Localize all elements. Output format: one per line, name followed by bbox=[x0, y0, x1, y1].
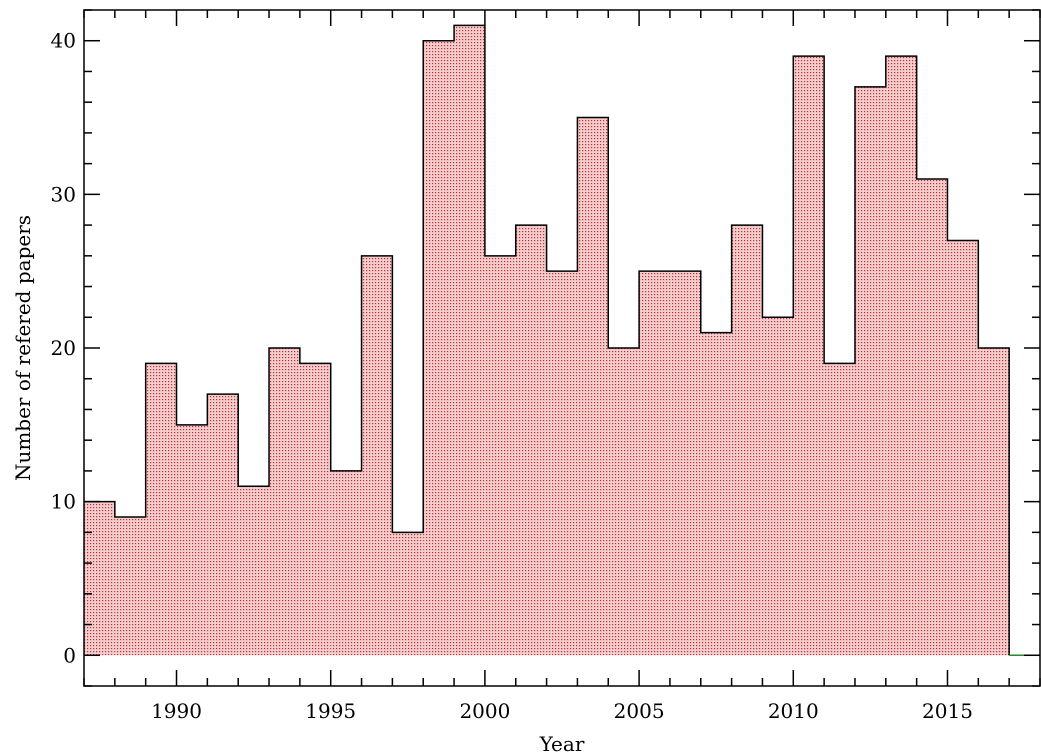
bar-1999 bbox=[454, 25, 485, 656]
y-tick-label: 30 bbox=[51, 182, 76, 206]
x-tick-label: 2010 bbox=[768, 699, 819, 723]
bar-1993 bbox=[269, 348, 300, 656]
y-axis-label: Number of refered papers bbox=[11, 215, 35, 481]
bar-2013 bbox=[885, 56, 917, 656]
bar-2015 bbox=[947, 240, 979, 656]
bar-2016 bbox=[978, 348, 1010, 656]
y-tick-label: 20 bbox=[51, 336, 76, 360]
bar-1990 bbox=[176, 424, 208, 656]
x-tick-label: 2015 bbox=[922, 699, 973, 723]
x-tick-label: 1995 bbox=[305, 699, 356, 723]
bar-2007 bbox=[700, 332, 732, 656]
x-axis-label: Year bbox=[539, 732, 585, 755]
x-tick-label: 2000 bbox=[459, 699, 510, 723]
bar-1998 bbox=[423, 40, 455, 656]
bar-1995 bbox=[330, 470, 362, 656]
bar-2009 bbox=[762, 317, 794, 656]
bar-2002 bbox=[546, 271, 578, 656]
bar-2008 bbox=[731, 225, 763, 656]
bar-2006 bbox=[669, 271, 701, 656]
bar-1997 bbox=[392, 532, 424, 656]
bar-1991 bbox=[207, 394, 239, 656]
bar-1989 bbox=[145, 363, 177, 656]
bar-2001 bbox=[515, 225, 547, 656]
bar-2012 bbox=[854, 86, 886, 656]
bar-1996 bbox=[361, 255, 393, 656]
x-tick-labels: 1990 1995 2000 2005 2010 2015 bbox=[151, 699, 973, 723]
bar-2010 bbox=[793, 56, 825, 656]
y-tick-label: 10 bbox=[51, 490, 76, 514]
bar-2005 bbox=[639, 271, 670, 656]
bar-2000 bbox=[484, 255, 516, 656]
y-tick-label: 0 bbox=[63, 643, 76, 667]
bar-2004 bbox=[608, 348, 640, 656]
x-tick-label: 1990 bbox=[151, 699, 202, 723]
histogram-outline bbox=[84, 24, 1010, 656]
bar-2014 bbox=[916, 179, 948, 656]
bars-group bbox=[84, 25, 1010, 656]
bar-1994 bbox=[299, 363, 331, 656]
x-tick-label: 2005 bbox=[614, 699, 665, 723]
y-tick-label: 40 bbox=[51, 29, 76, 53]
bar-1987 bbox=[84, 501, 115, 656]
bar-1992 bbox=[238, 486, 270, 656]
bar-2003 bbox=[577, 117, 609, 656]
y-tick-labels: 0 10 20 30 40 bbox=[51, 29, 76, 668]
bar-2011 bbox=[824, 363, 855, 656]
bar-1988 bbox=[114, 517, 146, 656]
axis-ticks bbox=[83, 9, 1041, 687]
